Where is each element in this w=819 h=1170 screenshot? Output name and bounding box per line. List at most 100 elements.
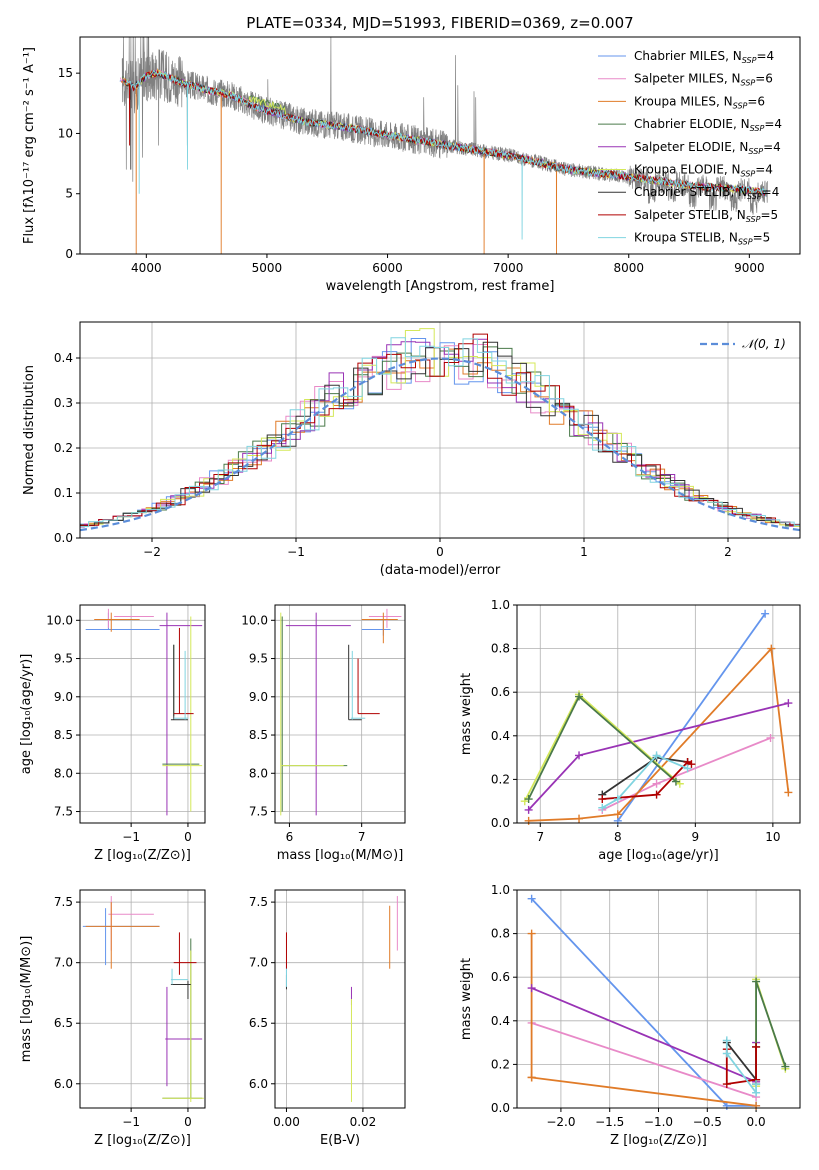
weight-point-marker	[652, 790, 661, 799]
x-tick-label: 7	[358, 830, 366, 844]
legend-entry: Salpeter ELODIE, NSSP=4	[634, 140, 781, 156]
y-tick-label: 8.0	[249, 766, 268, 780]
y-axis-label: Flux [fλ10⁻¹⁷ erg cm⁻² s⁻¹ A⁻¹]	[22, 47, 37, 244]
weight-point-marker	[527, 929, 536, 938]
y-tick-label: 0.0	[491, 816, 510, 830]
y-tick-label: 0.8	[491, 927, 510, 941]
y-tick-label: 9.5	[249, 652, 268, 666]
histogram-plot-frame	[79, 321, 801, 539]
x-tick-label: −2	[143, 545, 161, 559]
y-tick-label: 0.1	[54, 486, 73, 500]
weight-point-marker	[527, 984, 536, 993]
weight-series-line	[530, 933, 757, 1107]
weight-point-marker	[761, 609, 770, 618]
x-tick-label: 9000	[734, 261, 765, 275]
x-tick-label: 0	[184, 830, 192, 844]
x-tick-label: −0.5	[693, 1115, 722, 1129]
weight-plot-frame	[516, 604, 801, 824]
x-tick-label: 0.00	[273, 1115, 300, 1129]
legend-entry: 𝒩(0, 1)	[742, 337, 786, 351]
legend-entry: Chabrier ELODIE, NSSP=4	[634, 117, 782, 133]
weight-point-marker	[652, 779, 661, 788]
weight-series-line	[601, 754, 688, 809]
weight-point-marker	[752, 1101, 761, 1110]
weight-series-line	[602, 760, 692, 800]
weight-series-line	[755, 981, 787, 1084]
x-tick-label: 8	[614, 830, 622, 844]
y-axis-label: mass weight	[459, 673, 474, 755]
weight-point-marker	[524, 816, 533, 825]
x-tick-label: 10	[765, 830, 780, 844]
y-tick-label: 7.0	[54, 956, 73, 970]
y-tick-label: 9.0	[249, 690, 268, 704]
x-axis-label: Z [log₁₀(Z/Z⊙)]	[610, 1133, 707, 1148]
x-axis-label: age [log₁₀(age/yr)]	[598, 848, 719, 863]
y-axis-label: mass weight	[459, 958, 474, 1040]
weight-point-marker	[722, 1036, 731, 1045]
z-mass-plot-frame	[79, 889, 206, 1109]
x-axis-label: mass [log₁₀(M/M⊙)]	[277, 848, 404, 863]
weight-series-line	[725, 1047, 757, 1086]
weight-point-marker	[722, 1049, 731, 1058]
weight-point-marker	[781, 1062, 790, 1071]
y-tick-label: 6.5	[249, 1016, 268, 1030]
x-axis-label: Z [log₁₀(Z/Z⊙)]	[94, 848, 191, 863]
y-tick-label: 0.8	[491, 642, 510, 656]
y-tick-label: 15	[58, 66, 73, 80]
x-tick-label: 0	[184, 1115, 192, 1129]
weight-point-marker	[524, 795, 533, 804]
legend-entry: Kroupa MILES, NSSP=6	[634, 94, 765, 110]
spectrum-plot-frame	[79, 36, 801, 255]
x-tick-label: 4000	[131, 261, 162, 275]
legend-entry: Salpeter STELIB, NSSP=5	[634, 208, 778, 224]
y-tick-label: 8.5	[249, 728, 268, 742]
x-tick-label: −1	[122, 830, 140, 844]
x-axis-label: (data-model)/error	[380, 563, 501, 578]
weight-point-marker	[752, 977, 761, 986]
x-tick-label: −2.0	[546, 1115, 575, 1129]
weight-point-marker	[575, 751, 584, 760]
spectrum-lines	[119, 37, 768, 254]
x-tick-label: 5000	[252, 261, 283, 275]
weight-point-marker	[598, 795, 607, 804]
x-tick-label: 7	[536, 830, 544, 844]
weight-point-marker	[575, 814, 584, 823]
y-tick-label: 1.0	[491, 598, 510, 612]
legend-entry: Salpeter MILES, NSSP=6	[634, 72, 773, 88]
weight-point-marker	[722, 1080, 731, 1089]
legend-entry: Kroupa ELODIE, NSSP=4	[634, 163, 773, 179]
ebv-mass-plot-frame	[274, 889, 406, 1109]
weight-series-line	[725, 1040, 757, 1096]
histogram-step	[80, 328, 800, 527]
legend-entry: Chabrier STELIB, NSSP=4	[634, 185, 779, 201]
y-tick-label: 8.0	[54, 766, 73, 780]
y-tick-label: 0.6	[491, 685, 510, 699]
weight-point-marker	[766, 733, 775, 742]
weight-point-marker	[687, 760, 696, 769]
y-axis-label: Normed distribution	[22, 365, 37, 495]
weight-point-marker	[527, 894, 536, 903]
x-tick-label: 1	[580, 545, 588, 559]
y-tick-label: 7.5	[54, 805, 73, 819]
y-tick-label: 6.0	[249, 1077, 268, 1091]
weight-point-marker	[598, 803, 607, 812]
z-age-plot-frame	[79, 604, 206, 824]
x-axis-label: Z [log₁₀(Z/Z⊙)]	[94, 1133, 191, 1148]
weight-point-marker	[752, 1080, 761, 1089]
normal-curve	[80, 357, 800, 532]
weight-point-marker	[524, 805, 533, 814]
x-tick-label: 9	[692, 830, 700, 844]
y-tick-label: 0.4	[491, 1014, 510, 1028]
weight-series-line	[601, 737, 771, 811]
y-tick-label: 6.0	[54, 1077, 73, 1091]
y-tick-label: 7.0	[249, 956, 268, 970]
y-tick-label: 7.5	[249, 805, 268, 819]
x-tick-label: −1	[287, 545, 305, 559]
histogram-step	[80, 333, 800, 526]
y-tick-label: 9.5	[54, 652, 73, 666]
x-tick-label: 0.02	[350, 1115, 377, 1129]
y-tick-label: 0.4	[491, 729, 510, 743]
weight-point-marker	[671, 777, 680, 786]
y-tick-label: 0.2	[491, 772, 510, 786]
x-tick-label: 7000	[493, 261, 524, 275]
